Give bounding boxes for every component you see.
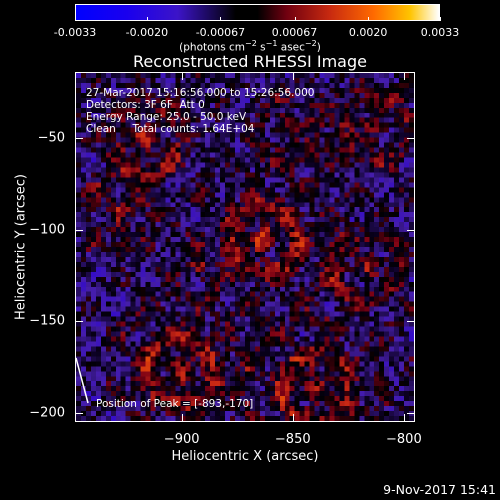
colorbar-tick-label: 0.0033 [420,26,460,39]
colorbar-tick-mark [440,17,441,21]
x-tick-label: −900 [163,432,200,447]
y-tick-mark [75,412,83,414]
x-tick-mark [181,414,183,422]
peak-position-label: Position of Peak = [-893,-170] [96,398,254,410]
x-tick-mark [292,414,294,422]
y-tick-mark [75,137,83,139]
annotation-energy-range: Energy Range: 25.0 - 50.0 keV [86,111,247,123]
x-tick-label: −800 [386,432,422,447]
colorbar-tick-label: 0.00067 [271,26,318,39]
x-tick-mark [403,414,405,422]
plot-area: 27-Mar-2017 15:16:56.000 to 15:26:56.000… [75,72,415,422]
colorbar-tick-mark [75,17,76,21]
y-tick-mark [75,229,83,231]
y-tick-label: −150 [29,313,65,329]
colorbar-tick-mark [146,17,148,21]
y-tick-label: −200 [29,405,65,421]
y-tick-label: −100 [29,222,65,238]
colorbar-tick-label: -0.0020 [125,26,169,39]
colorbar-tick-mark [294,17,296,21]
annotation-time-range: 27-Mar-2017 15:16:56.000 to 15:26:56.000 [86,87,315,99]
y-tick-mark [75,321,83,323]
peak-pointer [76,357,89,404]
x-tick-mark [403,72,405,80]
y-tick-mark [407,229,415,231]
colorbar-tick-label: 0.0020 [348,26,388,39]
annotation-clean-counts: Clean Total counts: 1.64E+04 [86,123,255,135]
colorbar-tick-mark [220,17,222,21]
y-tick-mark [407,412,415,414]
colorbar-tick-label: -0.00067 [195,26,246,39]
y-tick-mark [407,321,415,323]
y-tick-label: −50 [37,130,65,146]
colorbar-tick-label: -0.0033 [53,26,97,39]
timestamp: 9-Nov-2017 15:41 [383,482,496,497]
colorbar-tick-mark [368,17,370,21]
colorbar-unit-label: (photons cm−2 s−1 asec−2) [179,39,321,54]
annotation-detectors: Detectors: 3F 6F Att 0 [86,99,205,111]
x-tick-mark [292,72,294,80]
x-tick-label: −850 [274,432,311,447]
heatmap-image [76,73,414,421]
y-axis-label: Heliocentric Y (arcsec) [13,174,29,320]
x-axis-label: Heliocentric X (arcsec) [171,449,319,464]
y-tick-mark [407,137,415,139]
colorbar [75,4,440,21]
chart-title: Reconstructed RHESSI Image [133,52,367,71]
x-tick-mark [181,72,183,80]
